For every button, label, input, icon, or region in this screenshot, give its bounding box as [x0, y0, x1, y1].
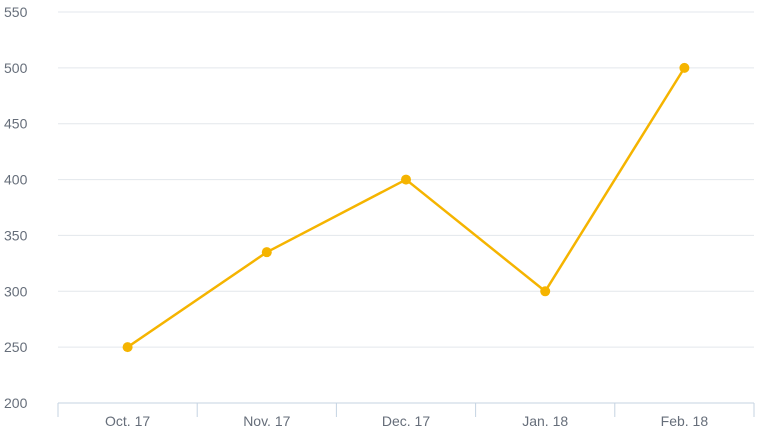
y-tick-label: 350	[4, 227, 28, 243]
x-axis-tick-labels: Oct. 17 Nov. 17 Dec. 17 Jan. 18 Feb. 18	[105, 413, 708, 429]
x-tick-label: Nov. 17	[243, 413, 290, 429]
data-point[interactable]	[261, 247, 272, 258]
x-tick-label: Dec. 17	[382, 413, 430, 429]
data-point[interactable]	[122, 342, 133, 353]
series-group	[122, 62, 690, 353]
y-tick-label: 200	[4, 395, 28, 411]
data-point[interactable]	[401, 174, 411, 185]
y-tick-label: 400	[4, 172, 28, 188]
y-axis-tick-labels: 200 250 300 350 400 450 500 550	[4, 4, 28, 411]
x-tick-label: Jan. 18	[522, 413, 568, 429]
x-tick-label: Oct. 17	[105, 413, 150, 429]
y-tick-label: 500	[4, 60, 28, 76]
data-point[interactable]	[540, 286, 551, 297]
y-tick-label: 300	[4, 283, 28, 299]
y-tick-label: 550	[4, 4, 28, 20]
x-tick-label: Feb. 18	[661, 413, 709, 429]
y-tick-label: 450	[4, 116, 28, 132]
x-axis	[57, 402, 755, 417]
grid-lines	[58, 11, 754, 348]
series-line	[126, 66, 686, 349]
data-point[interactable]	[679, 62, 690, 73]
y-tick-label: 250	[4, 339, 28, 355]
